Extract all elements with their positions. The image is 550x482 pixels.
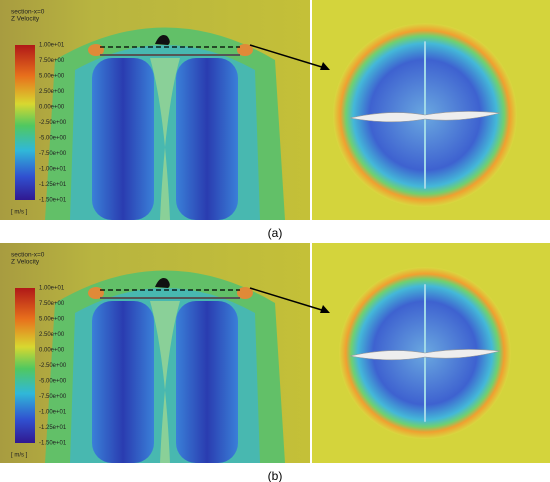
propeller — [349, 111, 501, 123]
center-jet — [150, 301, 180, 463]
hub — [155, 35, 170, 45]
colorbar-unit: [ m/s ] — [11, 453, 28, 459]
panel: section-x=0Z Velocity 1.00e+01 7.50e+00 5.0… — [0, 0, 550, 240]
velocity-column — [92, 301, 154, 463]
panel: section-x=0Z Velocity 1.00e+01 7.50e+00 5.0… — [0, 243, 550, 482]
colorbar-label: 1.00e+01 — [39, 43, 65, 49]
colorbar-label: -1.00e+01 — [39, 410, 67, 416]
legend-title: section-x=0 — [11, 252, 45, 259]
velocity-column — [176, 301, 238, 463]
arrow — [249, 287, 326, 312]
arrow-head — [320, 62, 330, 70]
colorbar-label: 7.50e+00 — [39, 58, 65, 64]
legend-title: Z Velocity — [11, 259, 40, 266]
colorbar-label: -1.25e+01 — [39, 425, 67, 431]
panel-label: (b) — [268, 469, 283, 482]
arrow-head — [320, 305, 330, 313]
colorbar-label: -1.25e+01 — [39, 182, 67, 188]
center-jet — [150, 58, 180, 220]
legend-title: Z Velocity — [11, 16, 40, 23]
colorbar-label: 0.00e+00 — [39, 105, 65, 111]
colorbar — [15, 288, 35, 443]
colorbar — [15, 45, 35, 200]
colorbar-label: 5.00e+00 — [39, 74, 65, 80]
velocity-column — [176, 58, 238, 220]
colorbar-label: -2.50e+00 — [39, 363, 67, 369]
arrow — [249, 44, 326, 69]
colorbar-label: 7.50e+00 — [39, 301, 65, 307]
colorbar-label: 1.00e+01 — [39, 286, 65, 292]
colorbar-unit: [ m/s ] — [11, 210, 28, 216]
tip-vortex — [237, 44, 253, 56]
colorbar-label: -1.50e+01 — [39, 198, 67, 204]
colorbar-label: -7.50e+00 — [39, 394, 67, 400]
colorbar-label: -5.00e+00 — [39, 379, 67, 385]
velocity-column — [92, 58, 154, 220]
colorbar-label: 0.00e+00 — [39, 348, 65, 354]
hub — [155, 278, 170, 288]
colorbar-label: 2.50e+00 — [39, 332, 65, 338]
colorbar-label: -2.50e+00 — [39, 120, 67, 126]
colorbar-label: -7.50e+00 — [39, 151, 67, 157]
colorbar-label: -1.50e+01 — [39, 441, 67, 447]
colorbar-label: 2.50e+00 — [39, 89, 65, 95]
propeller — [349, 349, 501, 361]
panel-label: (a) — [268, 226, 283, 240]
legend-title: section-x=0 — [11, 9, 45, 16]
colorbar-label: -5.00e+00 — [39, 136, 67, 142]
tip-vortex — [237, 287, 253, 299]
colorbar-label: 5.00e+00 — [39, 317, 65, 323]
colorbar-label: -1.00e+01 — [39, 167, 67, 173]
